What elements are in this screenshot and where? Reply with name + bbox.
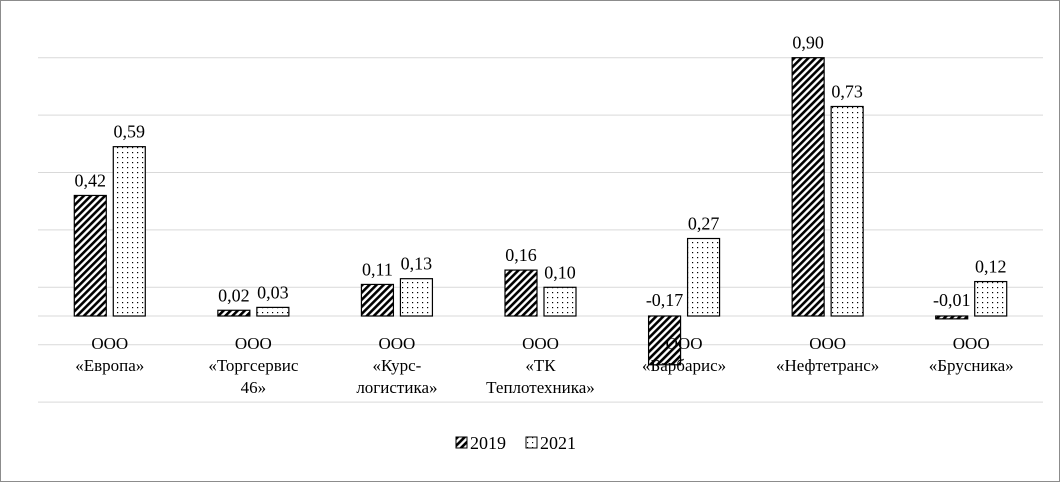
gridlines <box>38 57 1043 403</box>
category-label: «Европа» <box>75 356 144 375</box>
legend-swatch-2021 <box>525 436 538 449</box>
category-label: «Торгсервис <box>208 356 299 375</box>
category-label: «Брусника» <box>929 356 1014 375</box>
data-label: 0,16 <box>505 245 537 265</box>
category-label: логистика» <box>356 378 437 397</box>
data-label: 0,73 <box>831 81 863 101</box>
category-labels: ООО «Европа» ООО «Торгсервис 46» ООО «Курс-лог… <box>75 334 1013 397</box>
category-label: ООО <box>522 334 559 353</box>
bar-2019-3 <box>504 269 538 317</box>
data-labels: 0,42 0,59 0,02 0,03 0,11 0,13 0,16 0,10 -0,17 0,2… <box>75 33 1007 310</box>
category-label: Теплотехника» <box>486 378 595 397</box>
bar-2019-6 <box>935 315 969 320</box>
data-label: -0,01 <box>933 290 971 310</box>
bar-2021-0 <box>112 146 146 317</box>
bar-2019-4 <box>647 315 682 366</box>
bar-2019-5 <box>791 57 825 317</box>
category-label: ООО <box>809 334 846 353</box>
legend: 2019 2021 <box>455 433 576 453</box>
category-label: «Курс- <box>373 356 422 375</box>
category-label: «ТК <box>525 356 556 375</box>
data-label: 0,13 <box>401 254 433 274</box>
bars <box>73 57 1008 366</box>
legend-label-2019: 2019 <box>470 433 506 453</box>
bar-2021-1 <box>256 306 290 317</box>
legend-label-2021: 2021 <box>540 433 576 453</box>
data-label: 0,12 <box>975 257 1007 277</box>
bar-2019-0 <box>73 194 107 317</box>
category-label: 46» <box>241 378 267 397</box>
bar-2021-3 <box>543 286 577 317</box>
bar-2019-1 <box>217 309 251 317</box>
category-label: ООО <box>91 334 128 353</box>
data-label: 0,42 <box>75 170 107 190</box>
bar-2021-5 <box>830 105 864 317</box>
data-label: 0,27 <box>688 214 720 234</box>
category-label: «Нефтетранс» <box>776 356 879 375</box>
data-label: 0,59 <box>114 122 146 142</box>
bar-2021-2 <box>399 278 434 317</box>
category-label: ООО <box>666 334 703 353</box>
category-label: «Барбарис» <box>642 356 726 375</box>
bar-2019-2 <box>360 283 395 317</box>
data-label: 0,90 <box>792 33 824 53</box>
bar-2021-4 <box>686 237 721 317</box>
bar-2021-6 <box>974 280 1008 317</box>
data-label: 0,10 <box>544 262 576 282</box>
category-label: ООО <box>379 334 416 353</box>
category-label: ООО <box>235 334 272 353</box>
data-label: 0,11 <box>362 259 393 279</box>
data-label: 0,02 <box>218 285 250 305</box>
data-label: 0,03 <box>257 282 289 302</box>
category-label: ООО <box>953 334 990 353</box>
legend-swatch-2019 <box>455 436 468 449</box>
data-label: -0,17 <box>646 290 684 310</box>
